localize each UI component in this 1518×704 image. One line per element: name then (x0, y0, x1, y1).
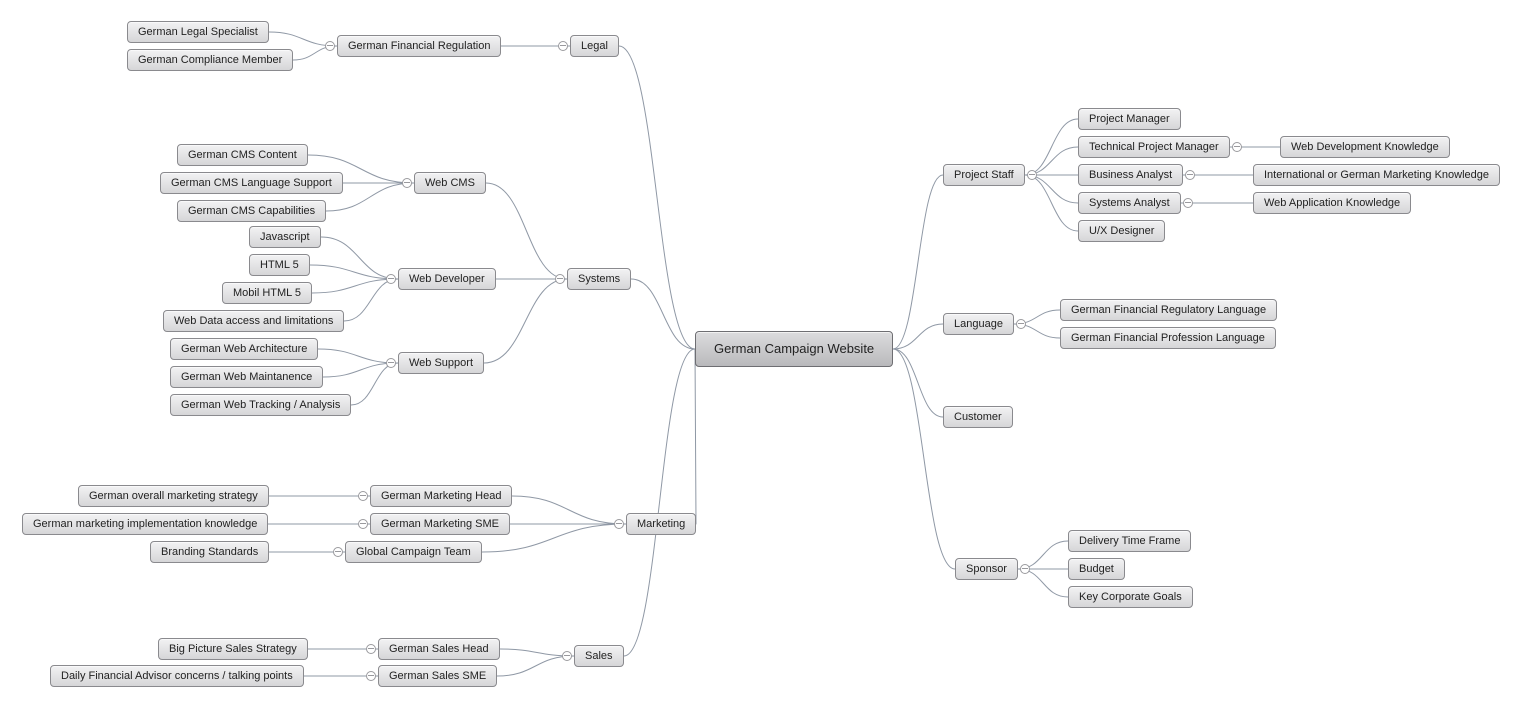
collapse-toggle-ba[interactable] (1185, 170, 1195, 180)
node-web_dev[interactable]: Web Developer (398, 268, 496, 290)
collapse-toggle-sales[interactable] (562, 651, 572, 661)
node-global_team[interactable]: Global Campaign Team (345, 541, 482, 563)
node-compliance[interactable]: German Compliance Member (127, 49, 293, 71)
node-kcg[interactable]: Key Corporate Goals (1068, 586, 1193, 608)
node-sales_head[interactable]: German Sales Head (378, 638, 500, 660)
node-m_html5[interactable]: Mobil HTML 5 (222, 282, 312, 304)
node-systems[interactable]: Systems (567, 268, 631, 290)
node-delivery[interactable]: Delivery Time Frame (1068, 530, 1191, 552)
node-budget[interactable]: Budget (1068, 558, 1125, 580)
node-web_track[interactable]: German Web Tracking / Analysis (170, 394, 351, 416)
node-web_support[interactable]: Web Support (398, 352, 484, 374)
node-mkt_head[interactable]: German Marketing Head (370, 485, 512, 507)
collapse-toggle-sponsor[interactable] (1020, 564, 1030, 574)
collapse-toggle-fin_reg[interactable] (325, 41, 335, 51)
node-lang_prof[interactable]: German Financial Profession Language (1060, 327, 1276, 349)
node-tpm[interactable]: Technical Project Manager (1078, 136, 1230, 158)
node-web_cms[interactable]: Web CMS (414, 172, 486, 194)
collapse-toggle-mkt_sme[interactable] (358, 519, 368, 529)
node-cms_cap[interactable]: German CMS Capabilities (177, 200, 326, 222)
collapse-toggle-language[interactable] (1016, 319, 1026, 329)
collapse-toggle-sales_sme[interactable] (366, 671, 376, 681)
collapse-toggle-global_team[interactable] (333, 547, 343, 557)
node-sa[interactable]: Systems Analyst (1078, 192, 1181, 214)
node-intl_know[interactable]: International or German Marketing Knowle… (1253, 164, 1500, 186)
collapse-toggle-web_cms[interactable] (402, 178, 412, 188)
node-web_app_know[interactable]: Web Application Knowledge (1253, 192, 1411, 214)
collapse-toggle-systems[interactable] (555, 274, 565, 284)
node-web_data[interactable]: Web Data access and limitations (163, 310, 344, 332)
node-root[interactable]: German Campaign Website (695, 331, 893, 367)
node-web_dev_know[interactable]: Web Development Knowledge (1280, 136, 1450, 158)
node-legal[interactable]: Legal (570, 35, 619, 57)
node-daily_fin[interactable]: Daily Financial Advisor concerns / talki… (50, 665, 304, 687)
node-ux[interactable]: U/X Designer (1078, 220, 1165, 242)
node-mkt_strategy[interactable]: German overall marketing strategy (78, 485, 269, 507)
collapse-toggle-tpm[interactable] (1232, 142, 1242, 152)
node-mkt_impl[interactable]: German marketing implementation knowledg… (22, 513, 268, 535)
node-marketing[interactable]: Marketing (626, 513, 696, 535)
node-sales_sme[interactable]: German Sales SME (378, 665, 497, 687)
node-cms_content[interactable]: German CMS Content (177, 144, 308, 166)
node-mkt_sme[interactable]: German Marketing SME (370, 513, 510, 535)
node-ba[interactable]: Business Analyst (1078, 164, 1183, 186)
node-js[interactable]: Javascript (249, 226, 321, 248)
node-sales[interactable]: Sales (574, 645, 624, 667)
collapse-toggle-web_dev[interactable] (386, 274, 396, 284)
node-legal_spec[interactable]: German Legal Specialist (127, 21, 269, 43)
node-web_maint[interactable]: German Web Maintanence (170, 366, 323, 388)
node-branding[interactable]: Branding Standards (150, 541, 269, 563)
node-pm[interactable]: Project Manager (1078, 108, 1181, 130)
collapse-toggle-sa[interactable] (1183, 198, 1193, 208)
node-customer[interactable]: Customer (943, 406, 1013, 428)
collapse-toggle-web_support[interactable] (386, 358, 396, 368)
node-fin_reg[interactable]: German Financial Regulation (337, 35, 501, 57)
collapse-toggle-sales_head[interactable] (366, 644, 376, 654)
node-web_arch[interactable]: German Web Architecture (170, 338, 318, 360)
node-lang_reg[interactable]: German Financial Regulatory Language (1060, 299, 1277, 321)
node-html5[interactable]: HTML 5 (249, 254, 310, 276)
node-big_pic[interactable]: Big Picture Sales Strategy (158, 638, 308, 660)
node-cms_lang[interactable]: German CMS Language Support (160, 172, 343, 194)
collapse-toggle-proj_staff[interactable] (1027, 170, 1037, 180)
collapse-toggle-legal[interactable] (558, 41, 568, 51)
collapse-toggle-mkt_head[interactable] (358, 491, 368, 501)
node-sponsor[interactable]: Sponsor (955, 558, 1018, 580)
collapse-toggle-marketing[interactable] (614, 519, 624, 529)
node-proj_staff[interactable]: Project Staff (943, 164, 1025, 186)
node-language[interactable]: Language (943, 313, 1014, 335)
